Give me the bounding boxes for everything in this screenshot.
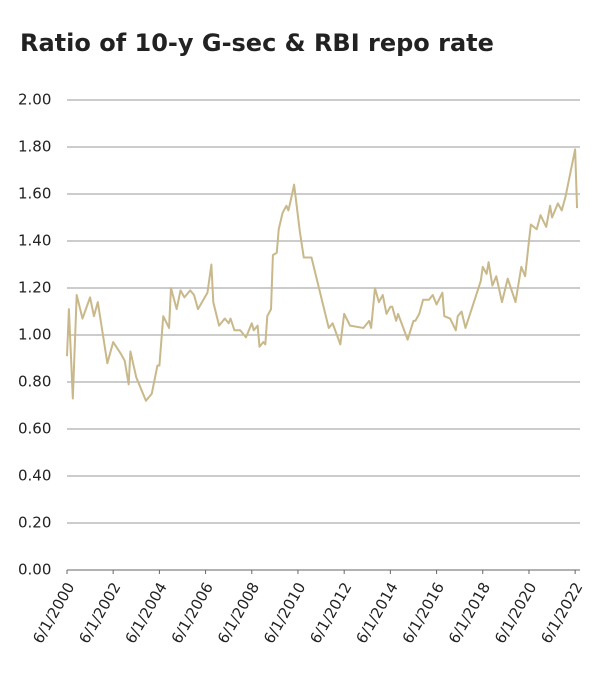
y-tick-label: 0.60 — [18, 420, 51, 438]
y-tick-label: 0.00 — [18, 561, 51, 579]
x-tick-label: 6/1/2022 — [537, 579, 586, 646]
x-tick-label: 6/1/2018 — [445, 579, 494, 646]
y-tick-label: 1.20 — [18, 279, 51, 297]
x-tick-label: 6/1/2012 — [306, 579, 355, 646]
x-tick-label: 6/1/2006 — [168, 579, 217, 646]
y-tick-label: 0.80 — [18, 373, 51, 391]
x-tick-label: 6/1/2000 — [29, 579, 78, 646]
y-tick-label: 0.40 — [18, 467, 51, 485]
x-tick-label: 6/1/2010 — [260, 579, 309, 646]
x-tick-label: 6/1/2020 — [491, 579, 540, 646]
y-tick-label: 2.00 — [18, 91, 51, 109]
x-tick-label: 6/1/2014 — [352, 579, 401, 646]
y-tick-label: 1.80 — [18, 138, 51, 156]
x-tick-label: 6/1/2016 — [399, 579, 448, 646]
data-line — [66, 148, 579, 402]
y-tick-label: 1.60 — [18, 185, 51, 203]
y-tick-label: 1.40 — [18, 232, 51, 250]
x-tick-label: 6/1/2002 — [75, 579, 124, 646]
chart-title: Ratio of 10-y G-sec & RBI repo rate — [20, 29, 494, 57]
x-tick-label: 6/1/2004 — [121, 579, 170, 646]
y-tick-label: 0.20 — [18, 514, 51, 532]
x-tick-label: 6/1/2008 — [214, 579, 263, 646]
y-tick-label: 1.00 — [18, 326, 51, 344]
